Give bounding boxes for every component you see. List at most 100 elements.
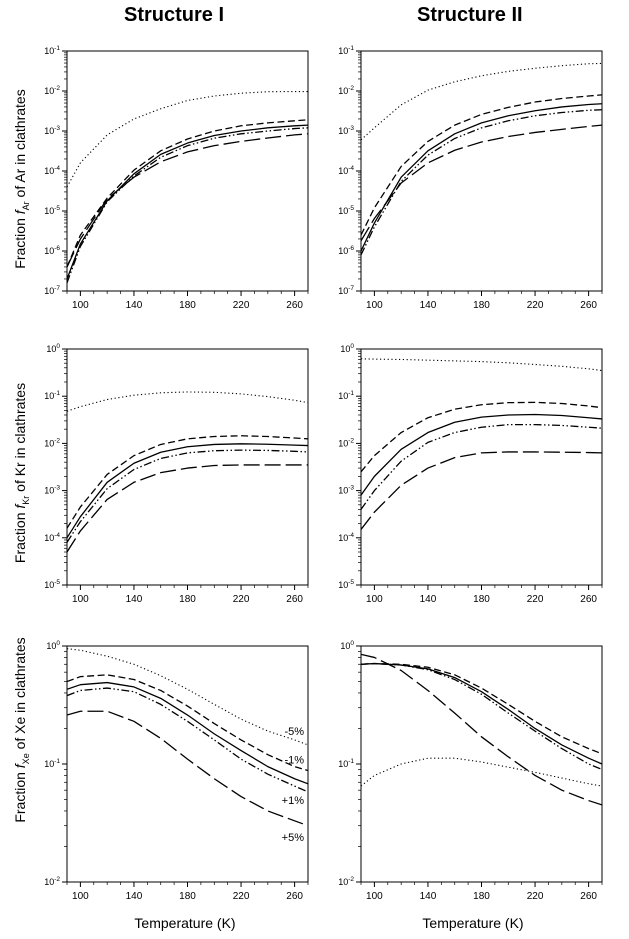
x-tick-label: 140 [420, 891, 437, 902]
y-tick-label-exponent: -2 [348, 876, 354, 883]
column-title-structure-i: Structure I [124, 4, 225, 26]
x-axis-title-right: Temperature (K) [422, 915, 524, 931]
y-tick-label: 10-7 [338, 285, 354, 296]
y-tick-label-exponent: -6 [348, 245, 354, 252]
x-tick-label: 260 [286, 594, 303, 605]
x-tick-label: 140 [420, 594, 437, 605]
y-tick-label-base: 10 [338, 580, 348, 590]
y-tick-label-base: 10 [44, 438, 54, 448]
y-tick-label-exponent: -5 [348, 205, 354, 212]
y-tick-label-base: 10 [44, 533, 54, 543]
y-tick-label-exponent: -1 [348, 758, 354, 765]
plot-frame [66, 348, 309, 586]
y-tick-label: 10-3 [44, 125, 60, 136]
series-line-0 [67, 681, 308, 785]
x-tick-label: 220 [233, 594, 250, 605]
x-tick-label: 100 [366, 891, 383, 902]
y-tick-label: 10-2 [44, 876, 60, 887]
series-line-1 [67, 127, 308, 284]
plot-frame [360, 50, 603, 292]
x-tick-label: 260 [580, 300, 597, 311]
x-tick-label: 180 [179, 891, 196, 902]
y-tick-label-exponent: -4 [54, 165, 60, 172]
y-tick-label-exponent: -1 [54, 758, 60, 765]
y-tick-label-base: 10 [338, 759, 348, 769]
y-tick-label-base: 10 [338, 166, 348, 176]
y-tick-label-exponent: 0 [56, 640, 60, 647]
y-tick-label: 10-2 [338, 437, 354, 448]
y-tick-label: 100 [340, 640, 354, 651]
y-tick-label-exponent: 0 [56, 343, 60, 350]
y-tick-label-exponent: -2 [54, 85, 60, 92]
y-tick-label: 10-1 [338, 758, 354, 769]
y-tick-label: 10-6 [338, 245, 354, 256]
series-line-0 [361, 413, 602, 496]
y-tick-label: 100 [340, 343, 354, 354]
series-annotation-1: -1% [284, 755, 304, 767]
x-tick-label: 100 [366, 300, 383, 311]
y-tick-label-exponent: -1 [54, 390, 60, 397]
y-tick-label-base: 10 [338, 877, 348, 887]
series-annotation-5: -5% [284, 726, 304, 738]
y-tick-label: 10-1 [44, 390, 60, 401]
y-tick-label-base: 10 [340, 641, 350, 651]
series-line-5 [67, 90, 308, 188]
plot-frame [360, 348, 603, 586]
y-tick-label-exponent: -1 [54, 45, 60, 52]
y-tick-label-base: 10 [44, 46, 54, 56]
series-line-1 [361, 94, 602, 236]
y-tick-label-exponent: -5 [348, 579, 354, 586]
x-tick-label: 260 [580, 891, 597, 902]
y-tick-label-base: 10 [44, 206, 54, 216]
y-tick-label: 10-4 [338, 532, 354, 543]
y-tick-label-base: 10 [338, 486, 348, 496]
y-tick-label-exponent: -7 [348, 285, 354, 292]
y-tick-label-exponent: -2 [348, 437, 354, 444]
y-tick-label-exponent: -4 [54, 532, 60, 539]
series-line-5 [361, 358, 602, 372]
x-tick-label: 220 [527, 300, 544, 311]
y-tick-label-base: 10 [44, 759, 54, 769]
x-tick-label: 180 [473, 300, 490, 311]
x-tick-label: 180 [179, 594, 196, 605]
x-tick-label: 260 [286, 891, 303, 902]
y-tick-label-exponent: -1 [348, 390, 354, 397]
series-line-1 [361, 423, 602, 510]
y-tick-label: 100 [46, 343, 60, 354]
y-tick-label-base: 10 [46, 344, 56, 354]
series-line-0 [361, 103, 602, 252]
y-tick-label-exponent: -3 [348, 125, 354, 132]
x-tick-label: 220 [527, 891, 544, 902]
series-annotation-5: +5% [282, 832, 305, 844]
series-line-1 [67, 119, 308, 268]
series-line-1 [67, 687, 308, 793]
y-tick-label-exponent: -2 [54, 876, 60, 883]
y-tick-label: 10-2 [338, 85, 354, 96]
series-line-0 [67, 443, 308, 539]
y-tick-label: 10-4 [44, 532, 60, 543]
y-tick-label-exponent: -3 [348, 485, 354, 492]
series-line-0 [361, 662, 602, 765]
y-tick-label-base: 10 [44, 166, 54, 176]
x-tick-label: 140 [126, 594, 143, 605]
y-tick-label-base: 10 [44, 286, 54, 296]
y-tick-label-exponent: -2 [348, 85, 354, 92]
column-title-structure-ii: Structure II [417, 4, 523, 26]
x-tick-label: 220 [233, 891, 250, 902]
series-annotation-1: +1% [282, 795, 305, 807]
series-line-1 [361, 662, 602, 771]
y-tick-label-exponent: -4 [348, 532, 354, 539]
y-tick-label-base: 10 [338, 46, 348, 56]
y-tick-label-exponent: -1 [348, 45, 354, 52]
x-tick-label: 220 [233, 300, 250, 311]
y-tick-label-exponent: -6 [54, 245, 60, 252]
y-tick-label-base: 10 [338, 438, 348, 448]
y-tick-label-exponent: -2 [54, 437, 60, 444]
y-tick-label: 10-1 [338, 390, 354, 401]
y-tick-label-base: 10 [338, 126, 348, 136]
y-tick-label-exponent: -3 [54, 485, 60, 492]
series-line-5 [67, 133, 308, 268]
x-tick-label: 260 [286, 300, 303, 311]
